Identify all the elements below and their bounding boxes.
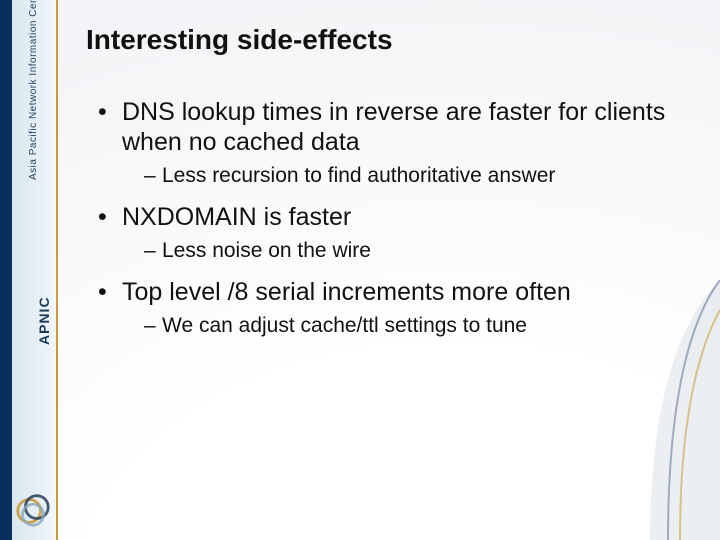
bullet-text: DNS lookup times in reverse are faster f… <box>122 98 665 156</box>
sub-item: Less recursion to find authoritative ans… <box>144 163 690 189</box>
sub-item: We can adjust cache/ttl settings to tune <box>144 313 690 339</box>
bullet-item: NXDOMAIN is faster Less noise on the wir… <box>98 203 690 264</box>
bullet-list: DNS lookup times in reverse are faster f… <box>86 98 690 339</box>
bullet-text: Top level /8 serial increments more ofte… <box>122 278 571 306</box>
bullet-item: Top level /8 serial increments more ofte… <box>98 278 690 339</box>
sidebar-logo-text: APNIC <box>36 296 52 345</box>
sub-text: We can adjust cache/ttl settings to tune <box>162 314 527 337</box>
bullet-item: DNS lookup times in reverse are faster f… <box>98 98 690 189</box>
sub-item: Less noise on the wire <box>144 238 690 264</box>
apnic-logo-icon <box>14 490 52 528</box>
slide-title: Interesting side-effects <box>86 24 690 56</box>
slide: Asia Pacific Network Information Centre … <box>0 0 720 540</box>
sub-list: Less recursion to find authoritative ans… <box>122 163 690 189</box>
sidebar-stripe-dark <box>0 0 12 540</box>
sub-list: Less noise on the wire <box>122 238 690 264</box>
sidebar: Asia Pacific Network Information Centre … <box>0 0 58 540</box>
sub-list: We can adjust cache/ttl settings to tune <box>122 313 690 339</box>
slide-content: Interesting side-effects DNS lookup time… <box>58 0 720 540</box>
bullet-text: NXDOMAIN is faster <box>122 203 351 231</box>
sub-text: Less recursion to find authoritative ans… <box>162 164 555 187</box>
sidebar-org-label: Asia Pacific Network Information Centre <box>28 0 39 180</box>
sub-text: Less noise on the wire <box>162 239 371 262</box>
